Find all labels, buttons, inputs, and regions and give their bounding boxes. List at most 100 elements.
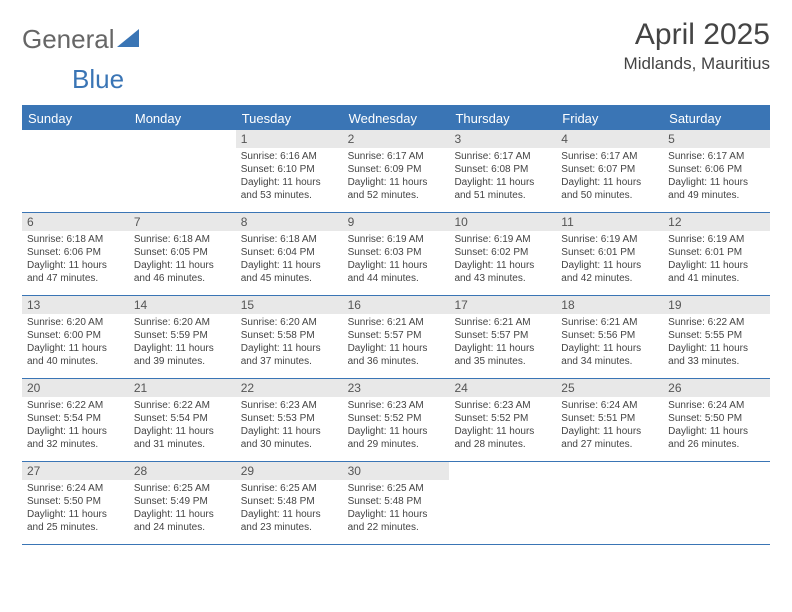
day-cell: 18Sunrise: 6:21 AMSunset: 5:56 PMDayligh…	[556, 296, 663, 378]
month-title: April 2025	[624, 18, 770, 52]
daylight-text: and 43 minutes.	[454, 272, 551, 285]
sunrise-text: Sunrise: 6:24 AM	[668, 399, 765, 412]
daylight-text: Daylight: 11 hours	[454, 259, 551, 272]
day-number: 14	[129, 296, 236, 314]
sunset-text: Sunset: 6:01 PM	[668, 246, 765, 259]
day-details: Sunrise: 6:21 AMSunset: 5:57 PMDaylight:…	[343, 314, 450, 372]
sunset-text: Sunset: 6:05 PM	[134, 246, 231, 259]
day-cell: 19Sunrise: 6:22 AMSunset: 5:55 PMDayligh…	[663, 296, 770, 378]
day-number: 4	[556, 130, 663, 148]
daylight-text: and 39 minutes.	[134, 355, 231, 368]
day-number: 26	[663, 379, 770, 397]
day-details: Sunrise: 6:23 AMSunset: 5:52 PMDaylight:…	[449, 397, 556, 455]
day-details: Sunrise: 6:25 AMSunset: 5:49 PMDaylight:…	[129, 480, 236, 538]
day-cell: 20Sunrise: 6:22 AMSunset: 5:54 PMDayligh…	[22, 379, 129, 461]
day-number: 23	[343, 379, 450, 397]
daylight-text: Daylight: 11 hours	[241, 259, 338, 272]
day-number: 12	[663, 213, 770, 231]
sunset-text: Sunset: 6:10 PM	[241, 163, 338, 176]
day-number: 29	[236, 462, 343, 480]
sunset-text: Sunset: 5:55 PM	[668, 329, 765, 342]
day-details: Sunrise: 6:19 AMSunset: 6:02 PMDaylight:…	[449, 231, 556, 289]
day-cell: 13Sunrise: 6:20 AMSunset: 6:00 PMDayligh…	[22, 296, 129, 378]
day-details: Sunrise: 6:22 AMSunset: 5:54 PMDaylight:…	[129, 397, 236, 455]
day-details: Sunrise: 6:20 AMSunset: 5:58 PMDaylight:…	[236, 314, 343, 372]
sunrise-text: Sunrise: 6:16 AM	[241, 150, 338, 163]
day-cell: 14Sunrise: 6:20 AMSunset: 5:59 PMDayligh…	[129, 296, 236, 378]
day-details: Sunrise: 6:17 AMSunset: 6:07 PMDaylight:…	[556, 148, 663, 206]
logo-text-blue: Blue	[72, 64, 124, 94]
daylight-text: Daylight: 11 hours	[27, 259, 124, 272]
day-number: 20	[22, 379, 129, 397]
sunrise-text: Sunrise: 6:23 AM	[348, 399, 445, 412]
daylight-text: and 24 minutes.	[134, 521, 231, 534]
sunrise-text: Sunrise: 6:17 AM	[668, 150, 765, 163]
daylight-text: and 44 minutes.	[348, 272, 445, 285]
day-details: Sunrise: 6:17 AMSunset: 6:08 PMDaylight:…	[449, 148, 556, 206]
week-row: 27Sunrise: 6:24 AMSunset: 5:50 PMDayligh…	[22, 462, 770, 545]
day-number: 11	[556, 213, 663, 231]
daylight-text: Daylight: 11 hours	[134, 425, 231, 438]
day-number: 2	[343, 130, 450, 148]
daylight-text: and 45 minutes.	[241, 272, 338, 285]
day-cell: 8Sunrise: 6:18 AMSunset: 6:04 PMDaylight…	[236, 213, 343, 295]
daylight-text: and 47 minutes.	[27, 272, 124, 285]
day-cell: 4Sunrise: 6:17 AMSunset: 6:07 PMDaylight…	[556, 130, 663, 212]
weekday-header: Tuesday	[236, 107, 343, 130]
day-cell: 6Sunrise: 6:18 AMSunset: 6:06 PMDaylight…	[22, 213, 129, 295]
daylight-text: Daylight: 11 hours	[454, 342, 551, 355]
daylight-text: Daylight: 11 hours	[668, 176, 765, 189]
daylight-text: and 32 minutes.	[27, 438, 124, 451]
day-cell: 29Sunrise: 6:25 AMSunset: 5:48 PMDayligh…	[236, 462, 343, 544]
daylight-text: Daylight: 11 hours	[241, 176, 338, 189]
day-cell: .	[449, 462, 556, 544]
daylight-text: and 30 minutes.	[241, 438, 338, 451]
day-number: 8	[236, 213, 343, 231]
sunset-text: Sunset: 6:06 PM	[668, 163, 765, 176]
sunrise-text: Sunrise: 6:22 AM	[134, 399, 231, 412]
daylight-text: and 37 minutes.	[241, 355, 338, 368]
day-number: 13	[22, 296, 129, 314]
sunrise-text: Sunrise: 6:20 AM	[241, 316, 338, 329]
daylight-text: and 50 minutes.	[561, 189, 658, 202]
daylight-text: Daylight: 11 hours	[668, 342, 765, 355]
day-cell: .	[556, 462, 663, 544]
day-number: 28	[129, 462, 236, 480]
day-cell: 12Sunrise: 6:19 AMSunset: 6:01 PMDayligh…	[663, 213, 770, 295]
sunset-text: Sunset: 6:09 PM	[348, 163, 445, 176]
day-details: Sunrise: 6:20 AMSunset: 6:00 PMDaylight:…	[22, 314, 129, 372]
daylight-text: and 27 minutes.	[561, 438, 658, 451]
weekday-header: Saturday	[663, 107, 770, 130]
sunrise-text: Sunrise: 6:23 AM	[241, 399, 338, 412]
day-cell: 3Sunrise: 6:17 AMSunset: 6:08 PMDaylight…	[449, 130, 556, 212]
daylight-text: Daylight: 11 hours	[668, 259, 765, 272]
daylight-text: and 42 minutes.	[561, 272, 658, 285]
day-details: Sunrise: 6:19 AMSunset: 6:03 PMDaylight:…	[343, 231, 450, 289]
sunrise-text: Sunrise: 6:19 AM	[454, 233, 551, 246]
logo-triangle-icon	[117, 29, 139, 47]
day-cell: 24Sunrise: 6:23 AMSunset: 5:52 PMDayligh…	[449, 379, 556, 461]
daylight-text: and 25 minutes.	[27, 521, 124, 534]
day-details: Sunrise: 6:24 AMSunset: 5:50 PMDaylight:…	[663, 397, 770, 455]
daylight-text: Daylight: 11 hours	[561, 176, 658, 189]
daylight-text: and 31 minutes.	[134, 438, 231, 451]
sunset-text: Sunset: 5:51 PM	[561, 412, 658, 425]
day-details: Sunrise: 6:23 AMSunset: 5:53 PMDaylight:…	[236, 397, 343, 455]
sunrise-text: Sunrise: 6:17 AM	[454, 150, 551, 163]
sunrise-text: Sunrise: 6:20 AM	[134, 316, 231, 329]
day-details: Sunrise: 6:16 AMSunset: 6:10 PMDaylight:…	[236, 148, 343, 206]
week-row: 13Sunrise: 6:20 AMSunset: 6:00 PMDayligh…	[22, 296, 770, 379]
sunrise-text: Sunrise: 6:18 AM	[134, 233, 231, 246]
day-cell: 7Sunrise: 6:18 AMSunset: 6:05 PMDaylight…	[129, 213, 236, 295]
day-cell: 17Sunrise: 6:21 AMSunset: 5:57 PMDayligh…	[449, 296, 556, 378]
sunrise-text: Sunrise: 6:22 AM	[668, 316, 765, 329]
day-cell: .	[663, 462, 770, 544]
sunrise-text: Sunrise: 6:19 AM	[561, 233, 658, 246]
daylight-text: Daylight: 11 hours	[561, 342, 658, 355]
daylight-text: Daylight: 11 hours	[241, 425, 338, 438]
daylight-text: Daylight: 11 hours	[27, 425, 124, 438]
day-number: 30	[343, 462, 450, 480]
day-cell: 16Sunrise: 6:21 AMSunset: 5:57 PMDayligh…	[343, 296, 450, 378]
day-number: 9	[343, 213, 450, 231]
daylight-text: Daylight: 11 hours	[348, 342, 445, 355]
